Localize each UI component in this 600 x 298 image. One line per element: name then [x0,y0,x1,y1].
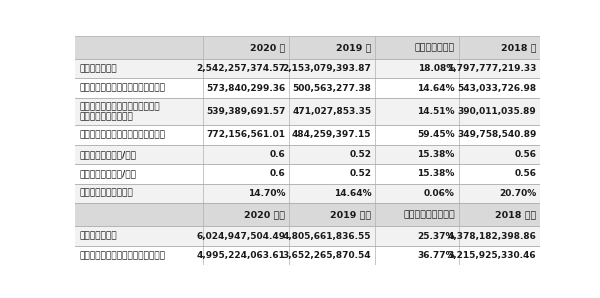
Text: 2019 年: 2019 年 [336,43,371,52]
Text: 归属于上市公司股东的净资产（元）: 归属于上市公司股东的净资产（元） [80,251,166,260]
Text: 25.37%: 25.37% [418,232,455,240]
Bar [75,98,540,125]
Text: 4,805,661,836.55: 4,805,661,836.55 [283,232,371,240]
Text: 0.52: 0.52 [349,150,371,159]
Text: 0.56: 0.56 [514,169,536,179]
Text: 加权平均净资产收益率: 加权平均净资产收益率 [80,189,133,198]
Text: 4,378,182,398.86: 4,378,182,398.86 [448,232,536,240]
Text: 3,215,925,330.46: 3,215,925,330.46 [448,251,536,260]
Text: 6,024,947,504.49: 6,024,947,504.49 [196,232,285,240]
Text: 0.6: 0.6 [269,150,285,159]
Bar [75,226,540,246]
Text: 2018 年末: 2018 年末 [495,210,536,219]
Bar [75,36,540,59]
Text: 390,011,035.89: 390,011,035.89 [458,107,536,116]
Text: 2020 年: 2020 年 [250,43,285,52]
Text: 资产总额（元）: 资产总额（元） [80,232,117,240]
Text: 14.64%: 14.64% [417,84,455,93]
Text: 本年末比上年末增减: 本年末比上年末增减 [403,210,455,219]
Text: 4,995,224,063.61: 4,995,224,063.61 [196,251,285,260]
Text: 14.51%: 14.51% [418,107,455,116]
Text: 3,652,265,870.54: 3,652,265,870.54 [283,251,371,260]
Text: 2020 年末: 2020 年末 [244,210,285,219]
Text: 0.52: 0.52 [349,169,371,179]
Text: 基本每股收益（元/股）: 基本每股收益（元/股） [80,150,137,159]
Text: 2019 年末: 2019 年末 [330,210,371,219]
Text: 1,797,777,219.33: 1,797,777,219.33 [447,64,536,73]
Text: 2018 年: 2018 年 [501,43,536,52]
Text: 归属于上市公司股东的扣除非经常: 归属于上市公司股东的扣除非经常 [80,102,160,111]
Bar [75,164,540,184]
Text: 349,758,540.89: 349,758,540.89 [457,131,536,139]
Text: 营业收入（元）: 营业收入（元） [80,64,117,73]
Bar [75,145,540,164]
Bar [75,203,540,226]
Text: 471,027,853.35: 471,027,853.35 [292,107,371,116]
Text: 573,840,299.36: 573,840,299.36 [206,84,285,93]
Text: 20.70%: 20.70% [499,189,536,198]
Text: 15.38%: 15.38% [418,150,455,159]
Text: 2,542,257,374.57: 2,542,257,374.57 [196,64,285,73]
Text: 0.56: 0.56 [514,150,536,159]
Text: 本年比上年增减: 本年比上年增减 [415,43,455,52]
Bar [75,59,540,78]
Text: 14.64%: 14.64% [334,189,371,198]
Text: 543,033,726.98: 543,033,726.98 [457,84,536,93]
Text: 0.6: 0.6 [269,169,285,179]
Text: 59.45%: 59.45% [417,131,455,139]
Text: 2,153,079,393.87: 2,153,079,393.87 [283,64,371,73]
Text: 36.77%: 36.77% [417,251,455,260]
Text: 经营活动产生的现金流量净额（元）: 经营活动产生的现金流量净额（元） [80,131,166,139]
Text: 0.06%: 0.06% [424,189,455,198]
Bar [75,125,540,145]
Text: 15.38%: 15.38% [418,169,455,179]
Bar [75,184,540,203]
Text: 性损益的净利润（元）: 性损益的净利润（元） [80,112,133,121]
Text: 18.08%: 18.08% [418,64,455,73]
Text: 500,563,277.38: 500,563,277.38 [292,84,371,93]
Bar [75,78,540,98]
Bar [75,246,540,265]
Text: 14.70%: 14.70% [248,189,285,198]
Text: 539,389,691.57: 539,389,691.57 [206,107,285,116]
Text: 稀释每股收益（元/股）: 稀释每股收益（元/股） [80,169,137,179]
Text: 772,156,561.01: 772,156,561.01 [206,131,285,139]
Text: 归属于上市公司股东的净利润（元）: 归属于上市公司股东的净利润（元） [80,84,166,93]
Text: 484,259,397.15: 484,259,397.15 [292,131,371,139]
